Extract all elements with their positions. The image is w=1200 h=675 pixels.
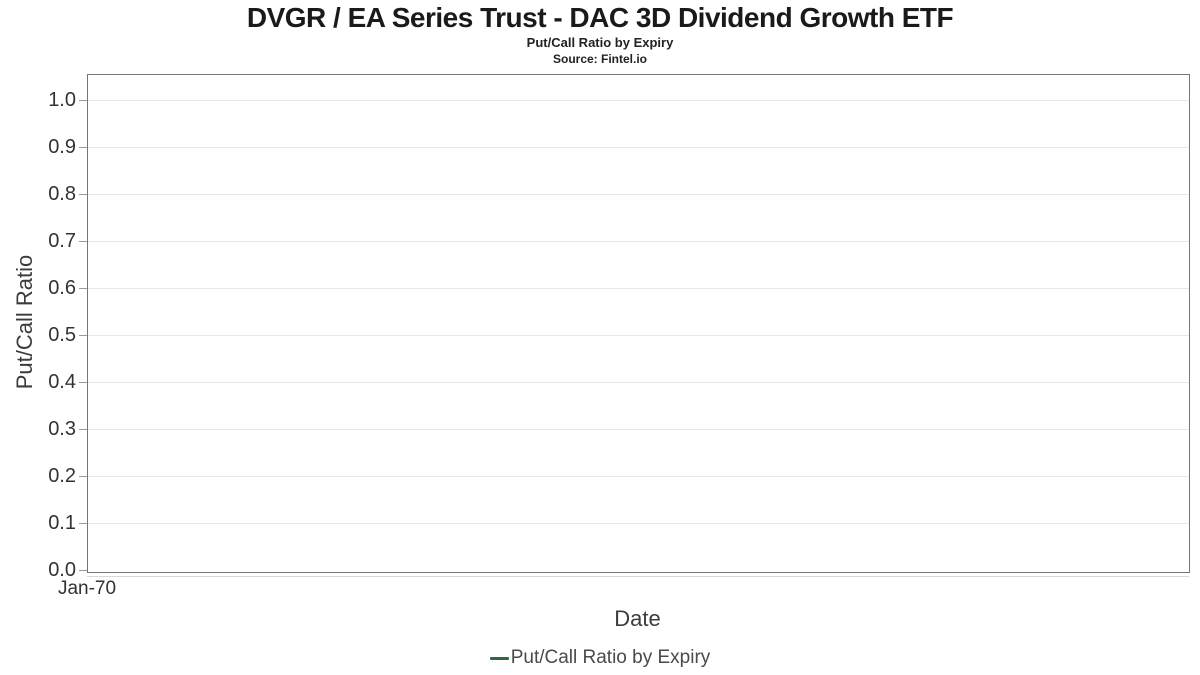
y-axis-title: Put/Call Ratio (12, 254, 37, 390)
x-axis-line (87, 576, 1189, 577)
y-tick-label: 0.2 (48, 465, 76, 487)
gridline (88, 382, 1189, 383)
gridline (88, 523, 1189, 524)
y-tick-label: 0.5 (48, 324, 76, 346)
y-tick-label: 0.8 (48, 183, 76, 205)
legend-label: Put/Call Ratio by Expiry (510, 647, 711, 668)
y-tick-mark (79, 100, 87, 101)
chart-subtitle: Put/Call Ratio by Expiry (526, 35, 674, 50)
legend-line-marker-icon (489, 656, 509, 660)
gridline (88, 288, 1189, 289)
y-tick-mark (79, 476, 87, 477)
gridline (88, 476, 1189, 477)
y-tick-label: 1.0 (48, 89, 76, 111)
gridline (88, 194, 1189, 195)
y-tick-mark (79, 241, 87, 242)
y-tick-mark (79, 194, 87, 195)
y-tick-mark (79, 335, 87, 336)
gridline (88, 241, 1189, 242)
y-tick-mark (79, 288, 87, 289)
chart-title: DVGR / EA Series Trust - DAC 3D Dividend… (246, 2, 954, 33)
y-tick-mark (79, 429, 87, 430)
x-axis-title: Date (614, 606, 661, 631)
y-tick-mark (79, 147, 87, 148)
chart-source: Source: Fintel.io (552, 52, 647, 66)
y-tick-label: 0.4 (48, 371, 76, 393)
x-tick-label: Jan-70 (57, 578, 117, 599)
gridline (88, 100, 1189, 101)
y-tick-label: 0.1 (48, 512, 76, 534)
plot-area (87, 74, 1190, 573)
y-tick-label: 0.6 (48, 277, 76, 299)
y-tick-mark (79, 523, 87, 524)
y-tick-label: 0.7 (48, 230, 76, 252)
gridline (88, 147, 1189, 148)
y-tick-label: 0.0 (48, 559, 76, 581)
y-tick-mark (79, 382, 87, 383)
gridline (88, 335, 1189, 336)
y-tick-label: 0.9 (48, 136, 76, 158)
y-tick-mark (79, 570, 87, 571)
gridline (88, 429, 1189, 430)
y-tick-label: 0.3 (48, 418, 76, 440)
legend-item-put-call-ratio[interactable]: Put/Call Ratio by Expiry (0, 645, 1200, 671)
